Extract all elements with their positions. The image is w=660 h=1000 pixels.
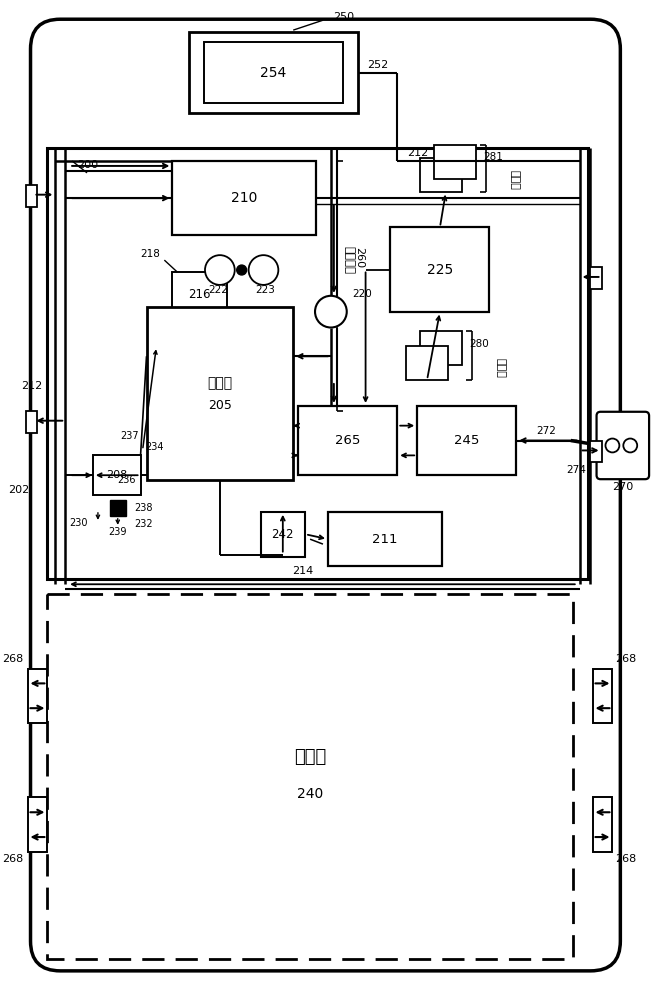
Circle shape: [315, 296, 346, 328]
Bar: [328, 512, 442, 566]
Text: 214: 214: [292, 566, 314, 576]
Text: 268: 268: [3, 654, 24, 664]
Text: 222: 222: [208, 285, 228, 295]
Text: 237: 237: [120, 431, 139, 441]
Bar: [48, 148, 587, 579]
Text: 控制系统: 控制系统: [343, 246, 355, 274]
Bar: [390, 227, 490, 312]
Bar: [189, 32, 358, 113]
Bar: [593, 797, 612, 852]
Text: 250: 250: [333, 12, 354, 22]
Bar: [172, 272, 227, 317]
Bar: [26, 185, 38, 207]
Text: 202: 202: [9, 485, 30, 495]
Bar: [420, 158, 462, 192]
Text: 200: 200: [77, 160, 98, 170]
Text: 242: 242: [271, 528, 294, 541]
FancyBboxPatch shape: [30, 19, 620, 971]
Bar: [589, 267, 601, 289]
Text: 220: 220: [352, 289, 372, 299]
Text: 268: 268: [615, 854, 637, 864]
Bar: [28, 797, 48, 852]
Text: 225: 225: [427, 263, 453, 277]
Text: 232: 232: [135, 519, 153, 529]
Bar: [26, 411, 38, 433]
Circle shape: [605, 439, 619, 452]
Text: 245: 245: [454, 434, 479, 447]
Bar: [147, 307, 293, 480]
FancyBboxPatch shape: [597, 412, 649, 479]
Text: 239: 239: [108, 527, 127, 537]
Bar: [406, 346, 448, 380]
Text: 236: 236: [117, 475, 135, 485]
Bar: [172, 161, 316, 235]
Text: 272: 272: [536, 426, 556, 436]
Bar: [417, 406, 516, 475]
Bar: [261, 512, 305, 557]
Text: 254: 254: [260, 66, 286, 80]
Circle shape: [623, 439, 637, 452]
Text: 216: 216: [188, 288, 211, 301]
Text: 281: 281: [484, 152, 504, 162]
Bar: [48, 594, 573, 959]
Text: 208: 208: [106, 470, 127, 480]
Text: 211: 211: [372, 533, 398, 546]
Circle shape: [205, 255, 235, 285]
Text: 223: 223: [255, 285, 275, 295]
Text: 260: 260: [354, 247, 364, 268]
Text: 240: 240: [297, 787, 323, 801]
Text: 280: 280: [470, 339, 490, 349]
Bar: [420, 331, 462, 365]
Bar: [110, 500, 125, 516]
Text: 270: 270: [612, 482, 634, 492]
Text: 268: 268: [615, 654, 637, 664]
Bar: [204, 42, 343, 103]
Circle shape: [237, 265, 247, 275]
Bar: [589, 441, 601, 462]
Bar: [28, 669, 48, 723]
Text: 230: 230: [69, 518, 88, 528]
Text: 212: 212: [407, 148, 428, 158]
Text: 传感器: 传感器: [496, 358, 506, 378]
Text: 乘客舱: 乘客舱: [294, 748, 326, 766]
Text: 274: 274: [566, 465, 585, 475]
Text: 发动机: 发动机: [207, 377, 232, 391]
Text: 234: 234: [145, 442, 164, 452]
Text: 265: 265: [335, 434, 360, 447]
Text: 218: 218: [141, 249, 160, 259]
Text: 210: 210: [231, 191, 257, 205]
Circle shape: [249, 255, 279, 285]
Bar: [93, 455, 141, 495]
Text: 252: 252: [368, 60, 389, 70]
Text: 238: 238: [135, 503, 153, 513]
Bar: [593, 669, 612, 723]
Bar: [434, 145, 476, 179]
Bar: [298, 406, 397, 475]
Text: 致动器: 致动器: [510, 170, 519, 190]
Text: 205: 205: [208, 399, 232, 412]
Text: 212: 212: [21, 381, 42, 391]
Text: 268: 268: [3, 854, 24, 864]
